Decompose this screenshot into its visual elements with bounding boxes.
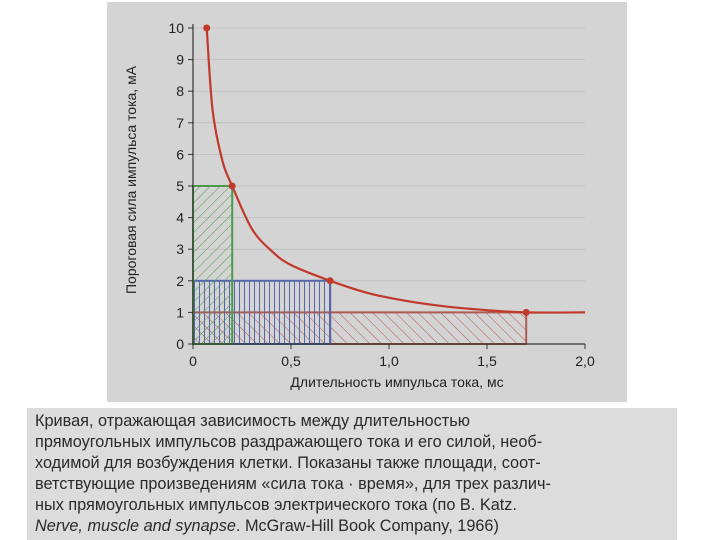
chart-svg: 0 1 2 3 4 5 6 7 8 9 10 0 0,5 1,0 1,5 2,0 Длительность и… (123, 20, 595, 390)
y-axis-label: Пороговая сила импульса тока, мА (123, 65, 139, 294)
y-tick-label: 8 (176, 83, 184, 99)
y-tick-label: 1 (176, 304, 184, 320)
caption-line: прямоугольных импульсов раздражающего то… (35, 433, 543, 451)
x-tick-label: 0 (189, 353, 197, 369)
grid-layer (193, 27, 585, 313)
x-tick-label: 2,0 (575, 353, 595, 369)
chart-figure: 0 1 2 3 4 5 6 7 8 9 10 0 0,5 1,0 1,5 2,0 Длительность и… (107, 2, 627, 402)
caption-line: ветствующие произведениям «сила тока · в… (35, 475, 551, 493)
y-tick-label: 9 (176, 52, 184, 68)
curve-point (203, 24, 211, 32)
y-tick-label: 2 (176, 273, 184, 289)
curve-point (326, 277, 334, 285)
figure-caption: Кривая, отражающая зависимость между дли… (27, 408, 677, 540)
x-tick-label: 1,0 (379, 353, 399, 369)
label-layer: Длительность импульса тока, мс Пороговая… (123, 65, 504, 390)
y-tick-label: 7 (176, 115, 184, 131)
x-tick-label: 1,5 (477, 353, 497, 369)
caption-citation: . McGraw-Hill Book Company, 1966) (235, 517, 499, 535)
x-tick-label: 0,5 (281, 353, 301, 369)
x-axis-label: Длительность импульса тока, мс (290, 374, 503, 390)
y-tick-label: 0 (176, 336, 184, 352)
caption-book-title: Nerve, muscle and synapse (35, 517, 236, 535)
y-tick-label: 4 (176, 210, 184, 226)
y-tick-label: 5 (176, 178, 184, 194)
curve-point (522, 308, 530, 316)
y-tick-label: 10 (168, 20, 184, 36)
axis-layer: 0 1 2 3 4 5 6 7 8 9 10 0 0,5 1,0 1,5 2,0 (168, 20, 595, 369)
caption-line: Nerve, muscle and synapse. McGraw-Hill B… (35, 516, 669, 537)
curve-point (228, 182, 236, 190)
y-tick-label: 6 (176, 146, 184, 162)
y-tick-label: 3 (176, 241, 184, 257)
caption-line: Кривая, отражающая зависимость между дли… (35, 412, 470, 430)
area-rect (192, 185, 234, 345)
caption-line: ходимой для возбуждения клетки. Показаны… (35, 454, 541, 472)
caption-line: ных прямоугольных импульсов электрическо… (35, 496, 517, 514)
threshold-curve (205, 27, 586, 314)
curve-layer (203, 24, 586, 316)
